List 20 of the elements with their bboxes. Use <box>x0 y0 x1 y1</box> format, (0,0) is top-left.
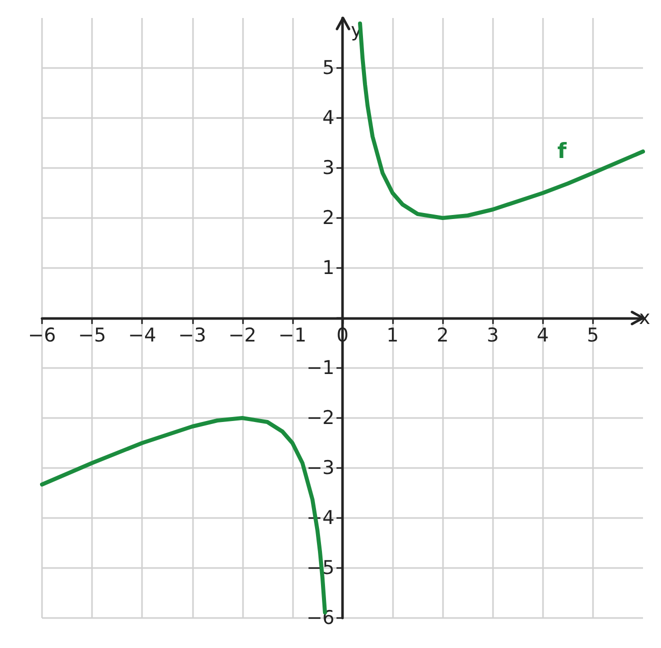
x-tick-label: 3 <box>486 324 499 346</box>
x-tick-label: −6 <box>28 324 56 346</box>
y-tick-label: 1 <box>322 257 334 279</box>
x-tick-label: 2 <box>436 324 449 346</box>
series-label: f <box>557 139 568 163</box>
y-tick-label: −3 <box>306 457 334 479</box>
y-tick-label: −2 <box>306 407 334 429</box>
x-tick-label: −1 <box>278 324 306 346</box>
y-tick-label: 5 <box>322 57 334 79</box>
x-tick-label: −2 <box>228 324 256 346</box>
y-tick-label: 3 <box>322 157 334 179</box>
x-tick-label: −3 <box>178 324 206 346</box>
y-tick-label: 2 <box>322 207 334 229</box>
x-tick-label: 1 <box>386 324 399 346</box>
y-tick-label: −1 <box>306 357 334 379</box>
x-tick-label: −4 <box>128 324 156 346</box>
x-tick-label: 4 <box>536 324 549 346</box>
x-tick-label: −5 <box>78 324 106 346</box>
x-tick-label: 5 <box>586 324 599 346</box>
y-tick-label: 4 <box>322 107 334 129</box>
